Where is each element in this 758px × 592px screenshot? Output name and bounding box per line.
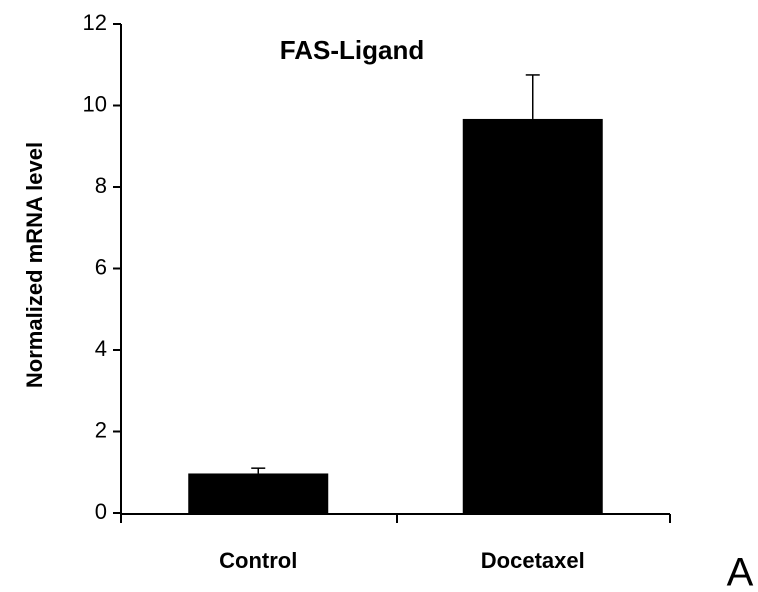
x-tick-label: Control [219,548,297,573]
bar [188,473,329,513]
y-tick-label: 2 [95,417,107,442]
bar [462,118,603,513]
y-tick-label: 0 [95,499,107,524]
panel-label: A [727,551,754,592]
y-tick-label: 6 [95,254,107,279]
y-tick-label: 12 [83,10,107,35]
y-tick-label: 10 [83,91,107,116]
chart-title: FAS-Ligand [280,35,424,65]
y-tick-label: 8 [95,173,107,198]
y-tick-label: 4 [95,336,107,361]
y-axis-label: Normalized mRNA level [22,142,47,388]
x-tick-label: Docetaxel [481,548,585,573]
